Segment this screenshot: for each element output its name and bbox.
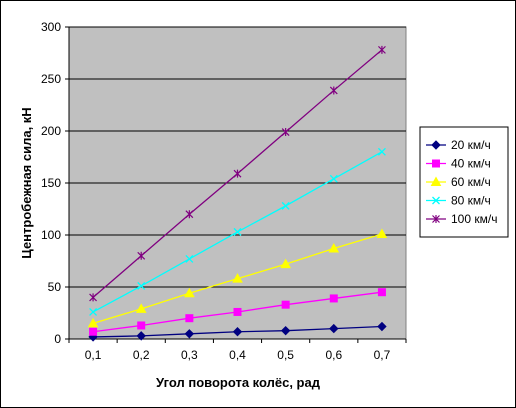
data-point bbox=[137, 321, 146, 330]
data-point bbox=[233, 307, 242, 316]
data-point bbox=[137, 282, 146, 290]
data-point bbox=[87, 317, 99, 328]
legend-label: 40 км/ч bbox=[451, 157, 491, 171]
legend-swatch-marker bbox=[432, 196, 440, 205]
data-point bbox=[280, 258, 291, 269]
data-point bbox=[377, 147, 386, 156]
data-point bbox=[233, 227, 242, 236]
data-point bbox=[281, 201, 290, 210]
data-point bbox=[89, 308, 98, 316]
data-point bbox=[232, 273, 243, 283]
y-tick-label: 50 bbox=[48, 280, 62, 294]
legend-label: 60 км/ч bbox=[451, 175, 491, 189]
data-point bbox=[280, 325, 291, 336]
legend-item: 20 км/ч bbox=[426, 138, 491, 152]
legend-item: 40 км/ч bbox=[426, 157, 491, 171]
data-point bbox=[185, 254, 194, 263]
legend-item: 60 км/ч bbox=[426, 175, 491, 189]
y-tick-label: 0 bbox=[54, 332, 61, 346]
legend: 20 км/ч 40 км/ч 60 км/ч 80 км/ч 100 км/ч bbox=[419, 126, 509, 238]
y-tick-label: 150 bbox=[41, 176, 61, 190]
x-tick-label: 0,6 bbox=[325, 348, 342, 362]
y-axis-ticks: 0 50 100 150 200 250 300 bbox=[41, 20, 69, 346]
data-point bbox=[376, 228, 388, 238]
series-5 bbox=[89, 45, 386, 302]
x-axis-ticks: 0,1 0,2 0,3 0,4 0,5 0,6 0,7 bbox=[68, 339, 407, 362]
data-point bbox=[185, 210, 194, 219]
series-2 bbox=[89, 288, 386, 336]
x-tick-label: 0,4 bbox=[229, 348, 246, 362]
series-layer bbox=[87, 45, 388, 342]
data-point bbox=[89, 327, 98, 336]
data-point bbox=[329, 174, 338, 183]
y-axis-title: Центробежная сила, кН bbox=[19, 107, 34, 258]
legend-item: 100 км/ч bbox=[426, 212, 497, 226]
data-point bbox=[185, 314, 194, 323]
data-point bbox=[329, 294, 338, 303]
y-tick-label: 100 bbox=[41, 228, 61, 242]
data-point bbox=[136, 331, 146, 341]
y-tick-label: 300 bbox=[41, 20, 61, 34]
legend-label: 100 км/ч bbox=[451, 212, 497, 226]
legend-label: 20 км/ч bbox=[451, 138, 491, 152]
data-point bbox=[328, 243, 340, 253]
x-tick-label: 0,3 bbox=[181, 348, 198, 362]
data-point bbox=[184, 329, 195, 339]
legend-swatch-marker bbox=[432, 215, 440, 223]
legend-label: 80 км/ч bbox=[451, 194, 491, 208]
legend-swatch-marker bbox=[432, 159, 440, 168]
data-point bbox=[378, 45, 386, 54]
data-point bbox=[329, 323, 339, 334]
series-4 bbox=[89, 147, 386, 316]
legend-swatch-marker bbox=[430, 176, 442, 186]
data-point bbox=[329, 86, 338, 95]
y-tick-label: 200 bbox=[41, 124, 61, 138]
x-tick-label: 0,5 bbox=[277, 348, 294, 362]
data-point bbox=[232, 327, 243, 337]
x-tick-label: 0,2 bbox=[133, 348, 150, 362]
data-point bbox=[135, 303, 147, 313]
data-point bbox=[377, 321, 387, 332]
legend-swatch-marker bbox=[431, 140, 441, 150]
data-point bbox=[89, 293, 97, 302]
x-tick-label: 0,1 bbox=[85, 348, 102, 362]
legend-item: 80 км/ч bbox=[426, 194, 491, 208]
data-point bbox=[281, 128, 290, 137]
data-point bbox=[233, 169, 242, 178]
x-axis-title: Угол поворота колёс, рад bbox=[156, 375, 321, 390]
x-tick-label: 0,7 bbox=[374, 348, 391, 362]
series-3 bbox=[87, 228, 388, 328]
data-point bbox=[137, 251, 146, 260]
data-point bbox=[281, 300, 290, 309]
data-point bbox=[377, 288, 386, 297]
data-point bbox=[184, 287, 195, 298]
y-tick-label: 250 bbox=[41, 72, 61, 86]
